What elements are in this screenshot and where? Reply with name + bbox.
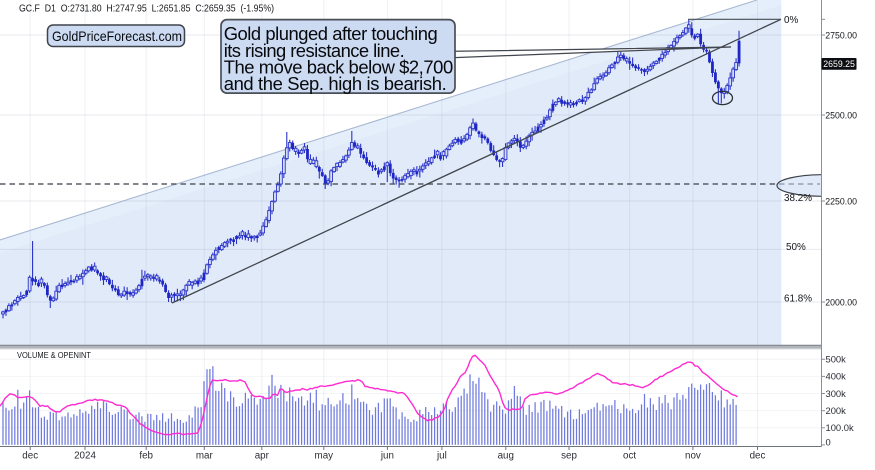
svg-text:oct: oct [623, 451, 636, 462]
svg-text:38.2%: 38.2% [784, 193, 812, 204]
svg-text:dec: dec [750, 451, 766, 462]
svg-text:300k: 300k [826, 388, 847, 399]
svg-text:sep: sep [561, 451, 577, 462]
svg-text:feb: feb [139, 451, 153, 462]
svg-text:may: may [315, 451, 334, 462]
svg-text:The move back below $2,700: The move back below $2,700 [224, 57, 454, 78]
svg-text:400k: 400k [826, 371, 847, 382]
svg-text:61.8%: 61.8% [784, 294, 812, 305]
svg-text:nov: nov [685, 451, 701, 462]
svg-text:its rising resistance line.: its rising resistance line. [224, 40, 405, 61]
svg-text:Gold plunged after touching: Gold plunged after touching [224, 23, 438, 44]
svg-text:2500.00: 2500.00 [825, 110, 857, 121]
svg-text:dec: dec [22, 451, 38, 462]
svg-text:2659.25: 2659.25 [823, 59, 855, 70]
svg-text:jun: jun [380, 451, 394, 462]
svg-text:GC.F D1 O:2731.80 H:2747.95: GC.F D1 O:2731.80 H:2747.95 L:2651.85 C:… [19, 4, 274, 15]
svg-text:0: 0 [826, 437, 831, 448]
svg-text:200k: 200k [826, 405, 847, 416]
svg-text:apr: apr [255, 451, 270, 462]
svg-text:VOLUME & OPENINT: VOLUME & OPENINT [17, 350, 91, 360]
svg-text:2024: 2024 [74, 451, 96, 462]
svg-text:0%: 0% [784, 15, 798, 26]
svg-text:2750.00: 2750.00 [825, 30, 857, 41]
svg-text:50%: 50% [786, 242, 806, 253]
svg-text:mar: mar [196, 451, 214, 462]
svg-text:jul: jul [436, 451, 447, 462]
svg-text:500k: 500k [826, 354, 847, 365]
svg-text:aug: aug [498, 451, 514, 462]
svg-text:2000.00: 2000.00 [825, 297, 857, 308]
svg-text:100.0k: 100.0k [826, 422, 854, 433]
svg-text:and the Sep. high is bearish.: and the Sep. high is bearish. [224, 73, 447, 94]
svg-text:GoldPriceForecast.com: GoldPriceForecast.com [52, 29, 182, 44]
svg-text:2250.00: 2250.00 [825, 196, 857, 207]
